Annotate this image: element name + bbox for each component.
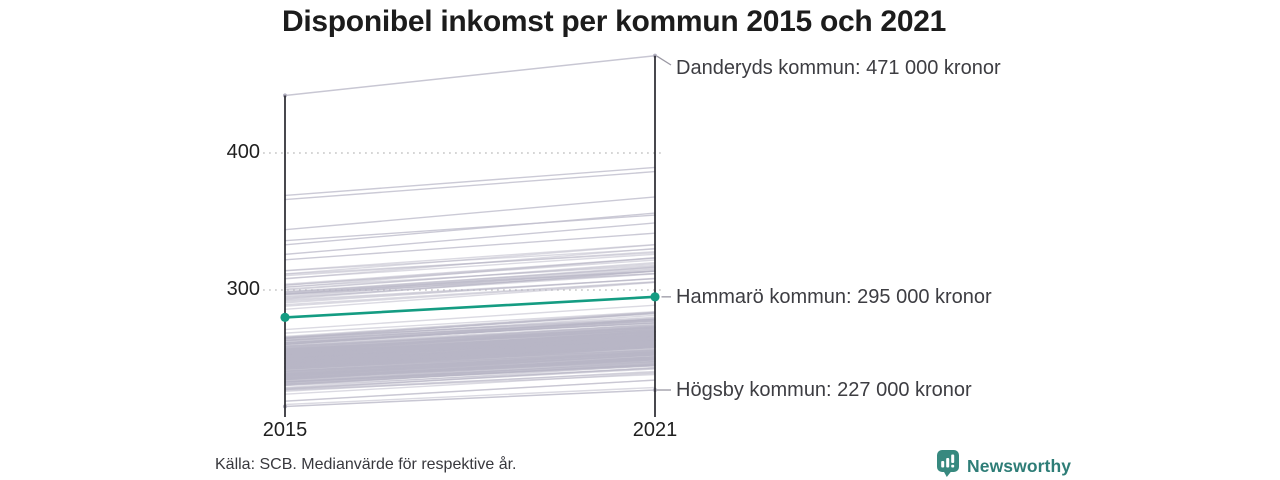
- x-axis-label-2021: 2021: [632, 419, 678, 441]
- brand-name: Newsworthy: [967, 455, 1072, 476]
- annotation-danderyd: Danderyds kommun: 471 000 kronor: [676, 57, 1001, 79]
- x-axis-label-2015: 2015: [262, 419, 308, 441]
- annotation-hammaro: Hammarö kommun: 295 000 kronor: [676, 286, 992, 308]
- annotation-hogsby: Högsby kommun: 227 000 kronor: [676, 379, 972, 401]
- chart-title: Disponibel inkomst per kommun 2015 och 2…: [282, 5, 946, 38]
- newsworthy-logo[interactable]: Newsworthy: [936, 449, 1071, 480]
- y-axis-tick-300: 300: [226, 278, 260, 300]
- source-note: Källa: SCB. Medianvärde för respektive å…: [215, 456, 517, 473]
- bar-chart-bubble-icon: [936, 449, 960, 480]
- y-axis-tick-400: 400: [226, 141, 260, 163]
